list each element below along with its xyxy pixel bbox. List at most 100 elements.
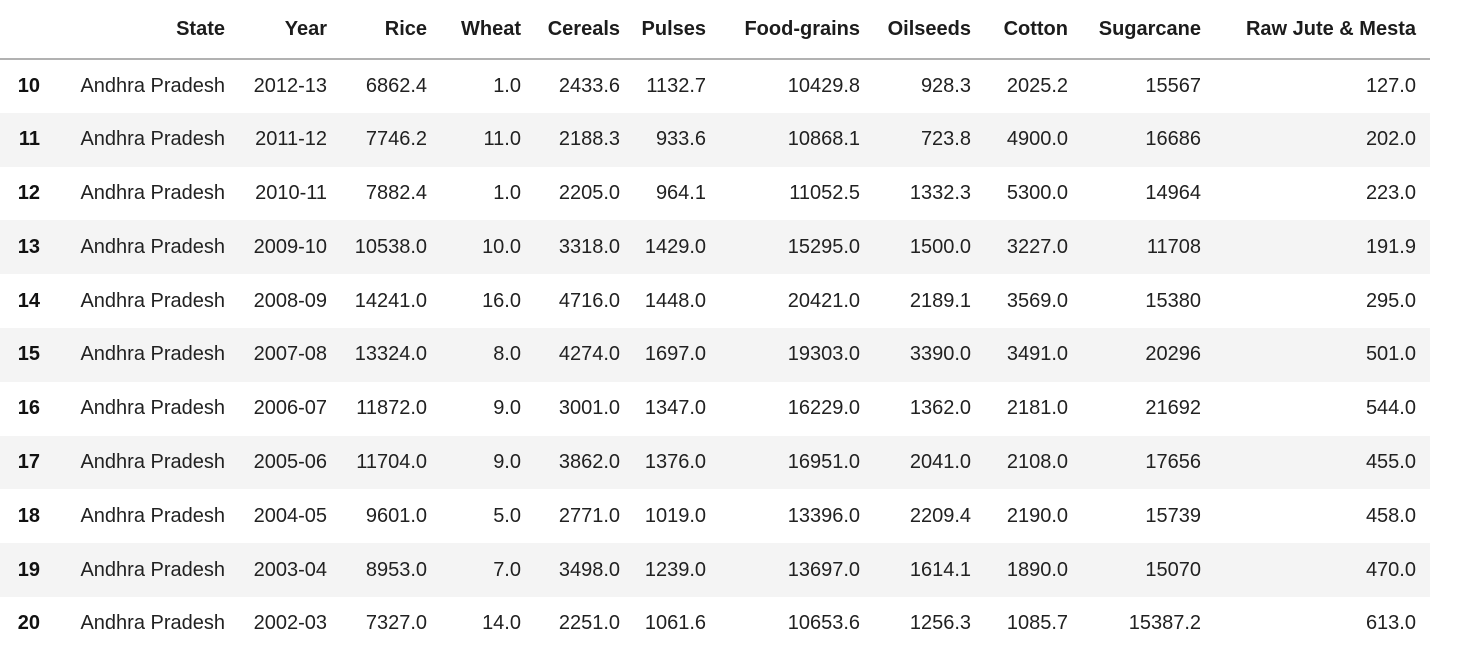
cell-pulses: 1448.0 [644,289,706,312]
row-index: 16 [17,397,40,420]
cell-cereals: 2188.3 [558,128,620,151]
cell-raw-jute-mesta: 455.0 [1365,450,1416,473]
cell-cotton: 5300.0 [1006,181,1068,204]
cell-raw-jute-mesta: 544.0 [1365,397,1416,420]
column-header-year: Year [239,0,341,60]
row-index: 20 [17,612,40,635]
cell-cotton: 2181.0 [1006,397,1068,420]
cell-year: 2008-09 [253,289,327,312]
cell-food-grains: 10868.1 [787,128,860,151]
cell-food-grains: 16951.0 [787,450,860,473]
cell-year: 2009-10 [253,235,327,258]
table-row: 12 Andhra Pradesh 2010-11 7882.4 1.0 2205.0 96… [0,166,1430,221]
index-column-header [0,0,48,60]
row-index: 17 [17,450,40,473]
cell-pulses: 1347.0 [644,397,706,420]
cell-oilseeds: 928.3 [920,74,971,97]
cell-cereals: 3001.0 [558,397,620,420]
cell-food-grains: 13396.0 [787,504,860,527]
column-header-cereals: Cereals [535,0,634,60]
cell-rice: 11872.0 [356,397,427,420]
cell-cereals: 4274.0 [558,343,620,366]
cell-raw-jute-mesta: 295.0 [1365,289,1416,312]
cell-year: 2010-11 [255,181,327,204]
row-index: 15 [17,343,40,366]
cell-cotton: 2025.2 [1006,74,1068,97]
cell-raw-jute-mesta: 458.0 [1365,504,1416,527]
column-header-wheat: Wheat [441,0,535,60]
cell-wheat: 9.0 [493,450,521,473]
cell-raw-jute-mesta: 127.0 [1365,74,1416,97]
cell-state: Andhra Pradesh [80,289,225,312]
cell-pulses: 1376.0 [644,450,706,473]
cell-year: 2006-07 [253,397,327,420]
cell-rice: 6862.4 [365,74,427,97]
cell-sugarcane: 15387.2 [1128,612,1201,635]
cell-pulses: 1132.7 [646,74,706,97]
cell-raw-jute-mesta: 501.0 [1365,343,1416,366]
cell-rice: 7882.4 [365,181,427,204]
cell-wheat: 5.0 [493,504,521,527]
cell-cereals: 3862.0 [558,450,620,473]
cell-state: Andhra Pradesh [80,74,225,97]
table-row: 13 Andhra Pradesh 2009-10 10538.0 10.0 3318.0… [0,220,1430,275]
cell-oilseeds: 2189.1 [909,289,971,312]
cell-sugarcane: 15380 [1145,289,1201,312]
cell-oilseeds: 1256.3 [909,612,971,635]
cell-cereals: 4716.0 [558,289,620,312]
cell-oilseeds: 723.8 [920,128,971,151]
row-index: 14 [17,289,40,312]
cell-year: 2004-05 [253,504,327,527]
table-row: 17 Andhra Pradesh 2005-06 11704.0 9.0 3862.0 1… [0,435,1430,490]
column-header-food-grains: Food-grains [720,0,874,60]
cell-raw-jute-mesta: 202.0 [1365,128,1416,151]
cell-sugarcane: 14964 [1145,181,1201,204]
cell-cereals: 2205.0 [558,181,620,204]
cell-sugarcane: 15567 [1145,74,1201,97]
table-row: 18 Andhra Pradesh 2004-05 9601.0 5.0 2771.0 10… [0,489,1430,544]
cell-rice: 7746.2 [365,128,427,151]
cell-cereals: 2433.6 [558,74,620,97]
cell-cotton: 3569.0 [1006,289,1068,312]
cell-cotton: 1890.0 [1006,558,1068,581]
row-index: 18 [17,504,40,527]
cell-state: Andhra Pradesh [80,450,225,473]
table-row: 10 Andhra Pradesh 2012-13 6862.4 1.0 2433.6 11… [0,59,1430,113]
cell-year: 2005-06 [253,450,327,473]
cell-raw-jute-mesta: 613.0 [1365,612,1416,635]
cell-year: 2012-13 [253,74,327,97]
cell-food-grains: 15295.0 [787,235,860,258]
cell-wheat: 11.0 [483,128,521,151]
column-header-state: State [48,0,239,60]
cell-oilseeds: 1500.0 [909,235,971,258]
cell-cotton: 2190.0 [1006,504,1068,527]
table-row: 11 Andhra Pradesh 2011-12 7746.2 11.0 2188.3 9… [0,112,1430,167]
cell-wheat: 1.0 [493,74,521,97]
cell-oilseeds: 3390.0 [909,343,971,366]
cell-sugarcane: 21692 [1145,397,1201,420]
cell-oilseeds: 1362.0 [909,397,971,420]
cell-year: 2011-12 [255,128,327,151]
cell-state: Andhra Pradesh [80,128,225,151]
cell-raw-jute-mesta: 223.0 [1365,181,1416,204]
table-row: 15 Andhra Pradesh 2007-08 13324.0 8.0 4274.0 1… [0,327,1430,382]
cell-wheat: 7.0 [493,558,521,581]
table-row: 16 Andhra Pradesh 2006-07 11872.0 9.0 3001.0 1… [0,381,1430,436]
cell-cotton: 1085.7 [1006,612,1068,635]
cell-food-grains: 10429.8 [787,74,860,97]
cell-sugarcane: 20296 [1145,343,1201,366]
cell-year: 2002-03 [253,612,327,635]
cell-food-grains: 16229.0 [787,397,860,420]
cell-cereals: 3498.0 [558,558,620,581]
cell-cereals: 3318.0 [558,235,620,258]
cell-state: Andhra Pradesh [80,235,225,258]
cell-state: Andhra Pradesh [80,558,225,581]
dataframe-table: State Year Rice Wheat Cereals Pulses Foo… [0,0,1430,635]
cell-sugarcane: 16686 [1145,128,1201,151]
cell-sugarcane: 15070 [1145,558,1201,581]
cell-rice: 10538.0 [354,235,427,258]
row-index: 12 [17,181,40,204]
column-header-pulses: Pulses [634,0,720,60]
cell-cotton: 2108.0 [1006,450,1068,473]
cell-state: Andhra Pradesh [80,343,225,366]
